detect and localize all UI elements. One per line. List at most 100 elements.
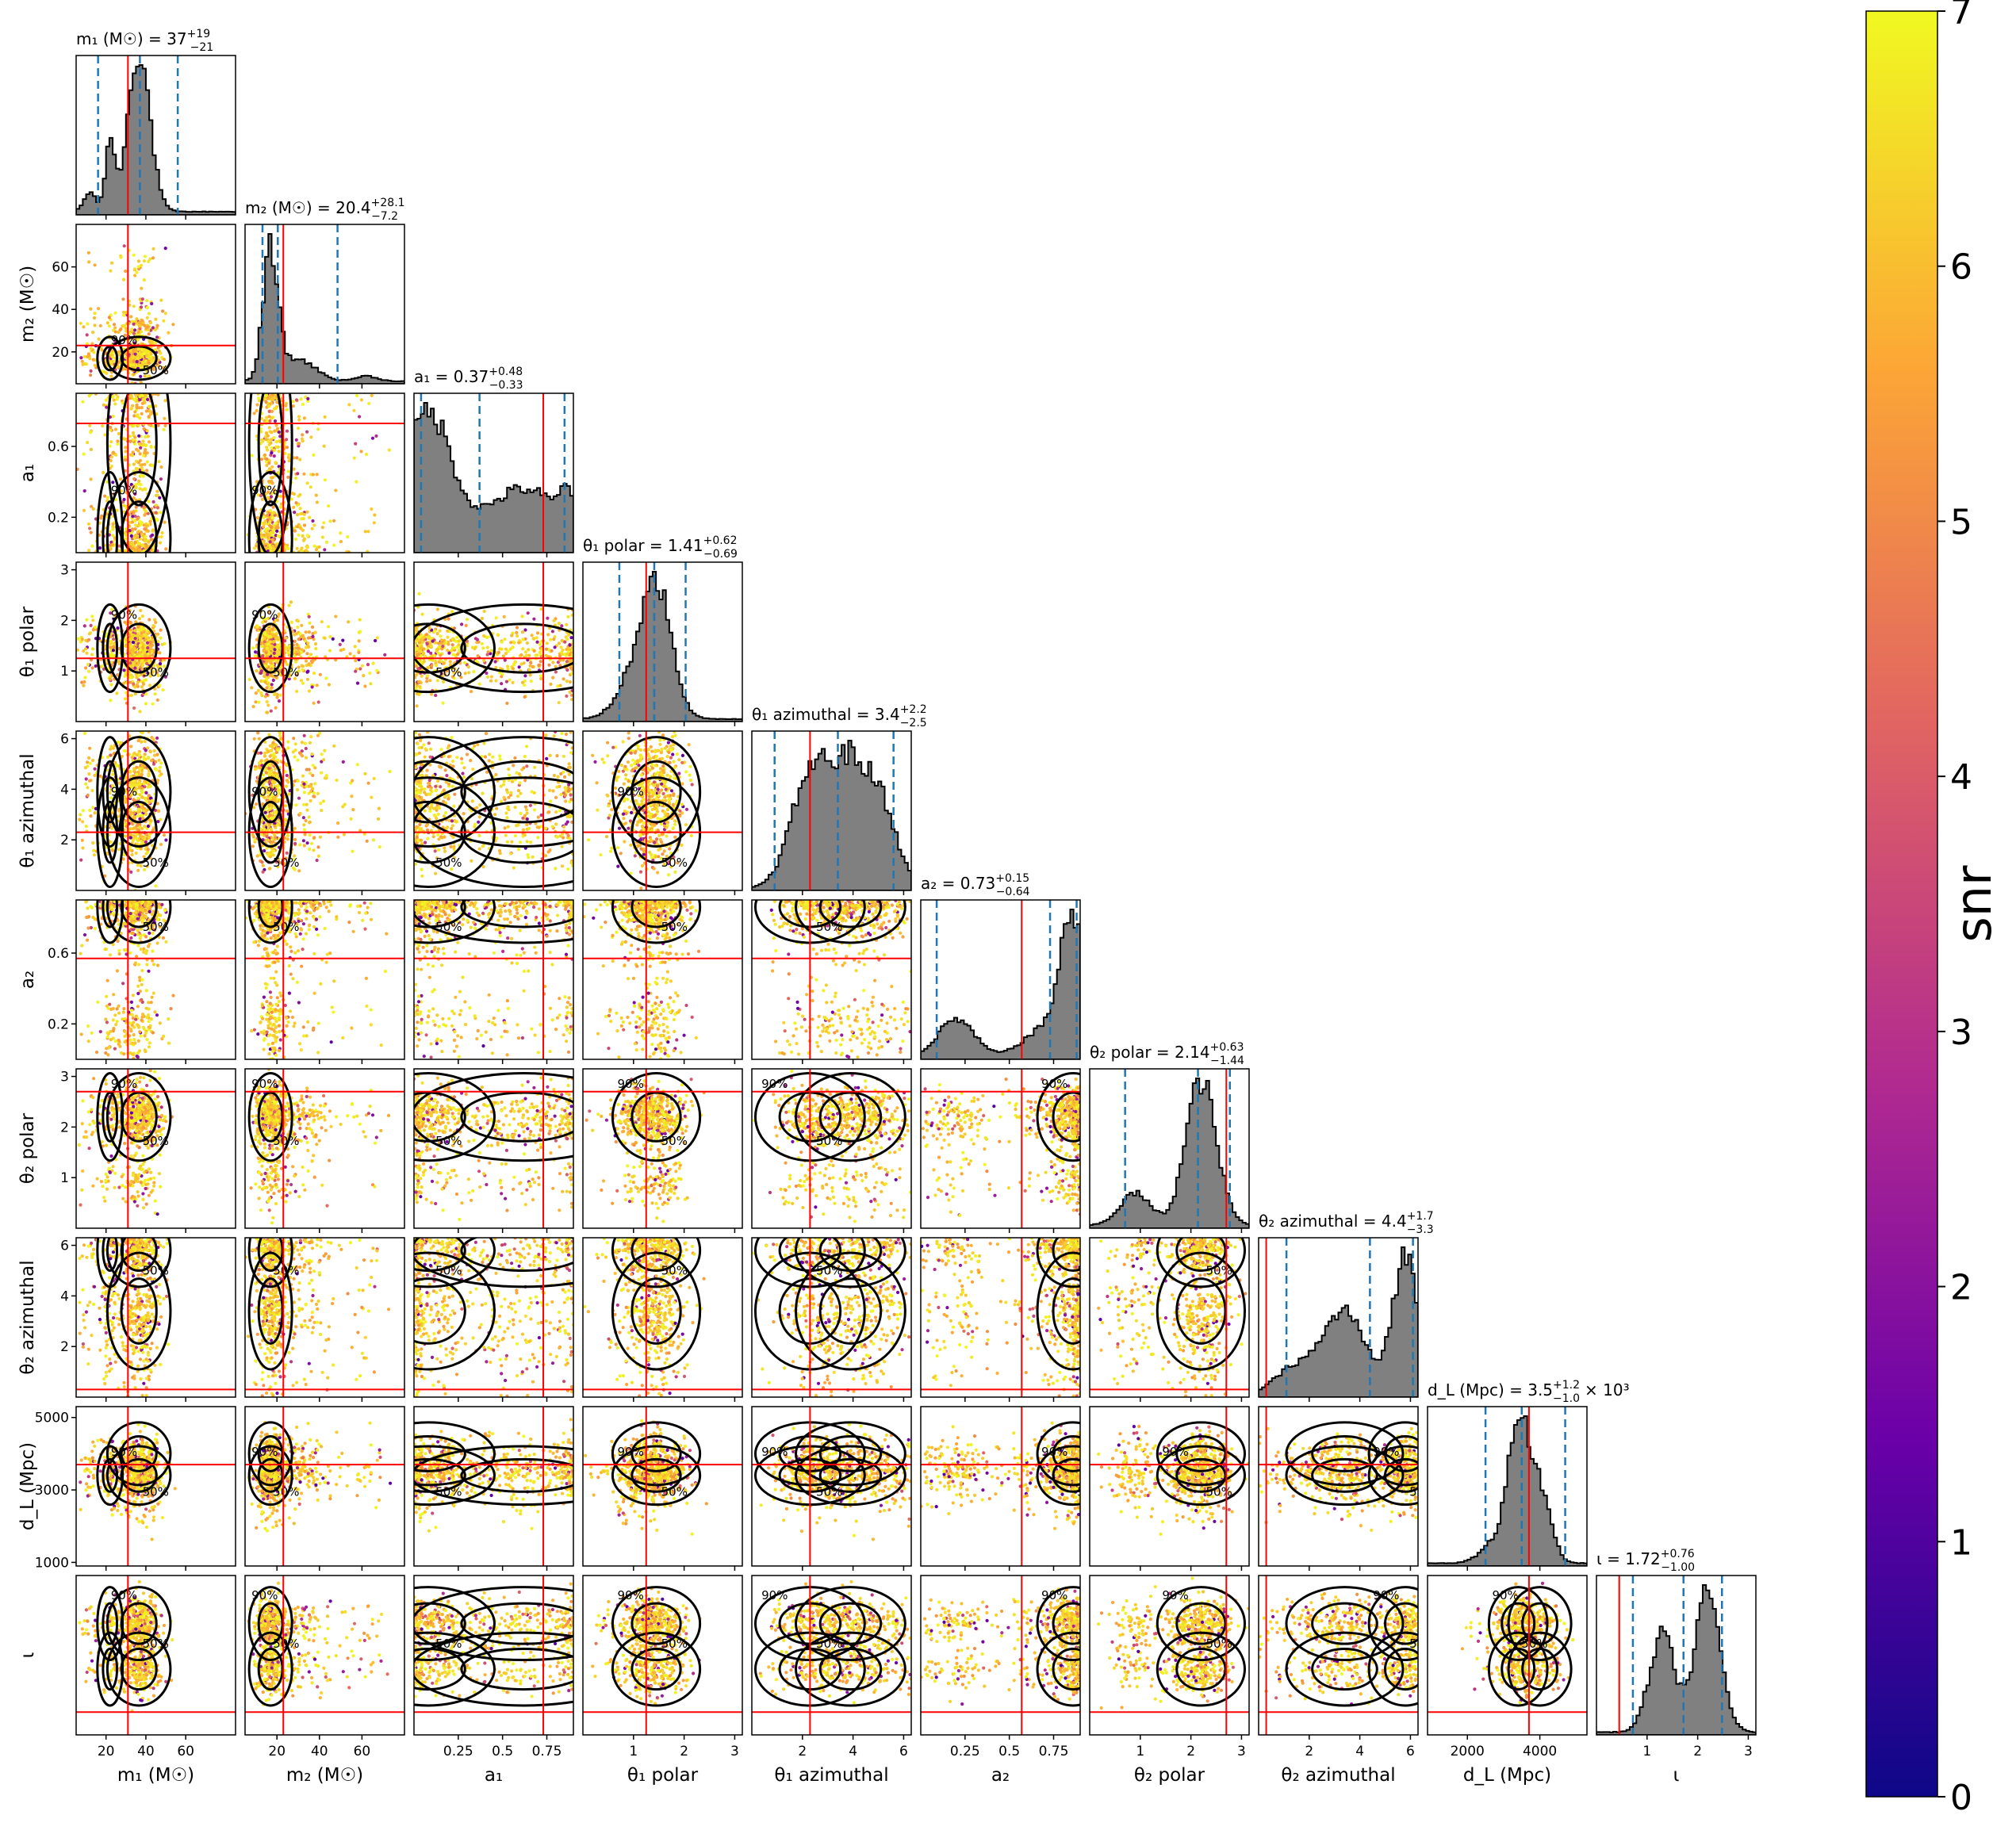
scatter-point [139, 356, 142, 359]
scatter-point [129, 871, 132, 874]
scatter-point [260, 535, 263, 538]
scatter-point [151, 256, 155, 259]
scatter-point [449, 660, 452, 663]
scatter-point [268, 419, 271, 423]
scatter-point [301, 529, 305, 532]
scatter-point [287, 454, 290, 457]
scatter-point [266, 534, 269, 537]
scatter-point [309, 833, 312, 837]
scatter-point [112, 395, 115, 398]
scatter-point [154, 884, 157, 887]
scatter-point [159, 659, 162, 662]
scatter-point [151, 534, 154, 537]
scatter-point [558, 701, 561, 704]
scatter-point [94, 364, 97, 367]
scatter-point [87, 756, 90, 760]
scatter-point [536, 631, 539, 634]
scatter-point [269, 828, 272, 831]
scatter-point [137, 808, 140, 811]
scatter-point [273, 648, 276, 651]
y-axis-label-a1: a₁ [17, 464, 38, 482]
scatter-point [308, 622, 311, 625]
panel-m1-m1: m₁ (M☉) = 37+19−21 [76, 28, 236, 220]
scatter-point [141, 402, 144, 405]
scatter-point [320, 620, 324, 623]
scatter-point [565, 660, 569, 663]
scatter-point [142, 683, 145, 686]
scatter-point [112, 649, 115, 652]
scatter-point [81, 846, 84, 849]
scatter-point [137, 661, 140, 664]
scatter-point [267, 653, 270, 656]
scatter-point [565, 623, 568, 626]
scatter-point [302, 816, 305, 819]
scatter-point [128, 771, 132, 774]
scatter-point [130, 395, 133, 398]
scatter-point [144, 510, 148, 513]
scatter-point [142, 506, 145, 509]
histogram-m2 [245, 234, 404, 384]
scatter-point [109, 683, 113, 686]
scatter-point [88, 632, 91, 635]
scatter-point [133, 536, 136, 539]
scatter-point [418, 592, 421, 595]
scatter-point [155, 335, 159, 339]
scatter-point [295, 438, 298, 442]
scatter-point [272, 511, 275, 514]
scatter-point [465, 624, 468, 627]
scatter-point [264, 680, 267, 683]
scatter-point [476, 638, 479, 641]
scatter-point [363, 684, 366, 687]
scatter-point [301, 775, 305, 778]
scatter-point [295, 456, 298, 459]
scatter-point [137, 435, 140, 438]
scatter-point [152, 500, 155, 503]
scatter-point [140, 741, 143, 744]
scatter-point [98, 775, 102, 778]
scatter-point [270, 686, 274, 689]
scatter-point [105, 399, 108, 402]
scatter-point [569, 680, 572, 683]
scatter-point [111, 534, 114, 537]
scatter-point [527, 648, 530, 651]
scatter-point [523, 683, 526, 687]
scatter-point [525, 654, 528, 657]
scatter-point [115, 397, 118, 400]
scatter-point [128, 435, 132, 438]
scatter-point [129, 364, 132, 367]
scatter-point [377, 817, 380, 821]
scatter-point [301, 437, 304, 440]
scatter-point [354, 659, 357, 662]
scatter-point [117, 350, 121, 354]
scatter-point [455, 636, 458, 639]
y-axis-label-theta1_polar: θ₁ polar [17, 606, 38, 677]
scatter-point [446, 649, 449, 652]
scatter-point [288, 459, 291, 462]
scatter-point [442, 702, 445, 705]
scatter-point [263, 640, 266, 643]
scatter-point [372, 662, 375, 665]
scatter-point [139, 324, 142, 327]
scatter-point [324, 415, 327, 419]
scatter-point [454, 640, 458, 643]
scatter-point [470, 690, 473, 693]
scatter-point [304, 639, 307, 642]
scatter-point [289, 600, 293, 603]
scatter-point [106, 496, 109, 500]
scatter-point [308, 630, 311, 634]
scatter-point [140, 764, 144, 768]
scatter-point [358, 667, 362, 670]
scatter-point [86, 441, 89, 444]
scatter-point [85, 825, 88, 828]
scatter-point [134, 637, 137, 640]
scatter-point [369, 682, 372, 685]
scatter-point [347, 620, 350, 623]
scatter-point [131, 527, 134, 530]
scatter-point [111, 849, 114, 852]
scatter-point [301, 403, 305, 406]
scatter-point [83, 676, 86, 679]
scatter-point [290, 621, 293, 624]
scatter-point [139, 649, 142, 652]
scatter-point [155, 490, 159, 493]
contour-label-50: 50% [143, 363, 169, 377]
